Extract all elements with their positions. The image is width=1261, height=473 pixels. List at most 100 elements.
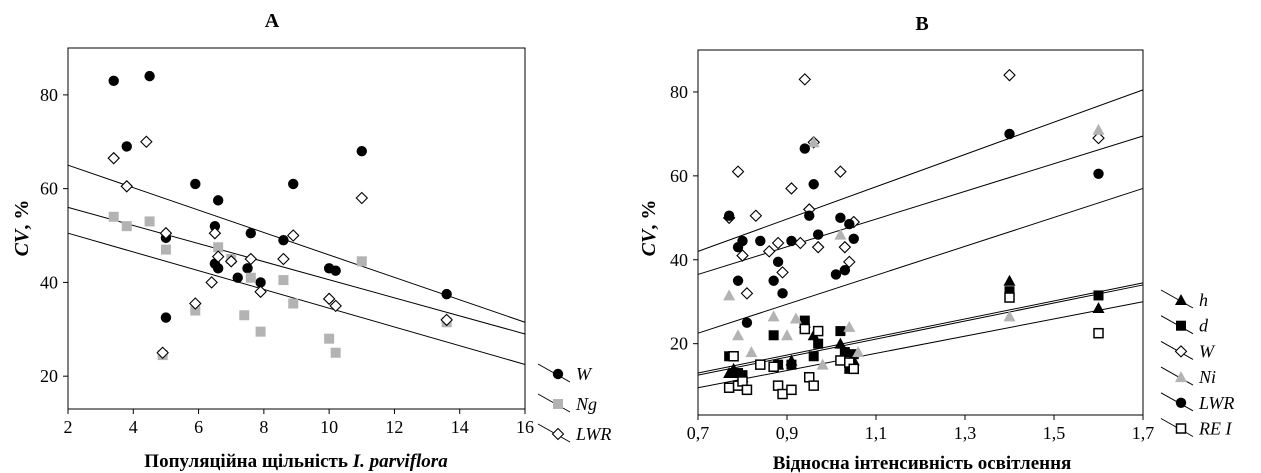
chart-b-xtick-label: 1,1 [865,423,888,443]
chart-a-legend-marker-lwr [551,427,565,441]
chart-b-point-ni [745,346,758,358]
chart-a-point-ng [144,216,155,227]
chart-a-plot-frame [67,47,526,410]
chart-a-xlabel-main: Популяційна щільність [144,451,352,472]
chart-b: B 0,7 0,9 1,1 1,3 1,5 1,7 20 40 60 80 CV, % Відн… [638,13,1234,473]
chart-b-plot-frame [697,49,1144,416]
chart-b-point-lwr [1093,168,1104,179]
chart-b-legend-marker-re-i [1175,423,1187,434]
chart-b-point-lwr [835,212,846,224]
chart-a-point-w [245,227,256,239]
chart-b-trend-line [697,282,1144,374]
chart-a-point-w [121,141,132,152]
chart-b-xtick-label: 0,9 [776,423,799,443]
chart-a-point-w [160,312,172,323]
chart-b-point-ni [834,228,847,240]
chart-b-xtick-label: 1,3 [954,423,977,443]
chart-a-point-lwr [355,191,369,205]
chart-a-point-lwr [322,292,336,306]
chart-a-ylabel: CV, % [11,200,33,257]
chart-b-point-lwr [777,288,788,299]
chart-b-xtick-label: 0,7 [687,423,710,443]
chart-b-point-w [1003,68,1016,82]
chart-a-point-w [288,178,299,190]
chart-a-point-w [108,75,119,87]
chart-b-point-lwr [839,265,851,276]
chart-a-point-lwr [211,250,225,263]
chart-b-point-re-i [835,355,846,366]
chart-a-point-lwr [189,297,202,310]
chart-b-trend-line [697,187,1144,334]
chart-a-point-w [330,265,341,276]
chart-a-xtick-label: 4 [129,417,138,437]
chart-b-point-lwr [848,233,859,244]
chart-a-point-w [212,263,224,274]
chart-b-point-w [736,249,749,262]
chart-a: A 2 4 6 8 10 12 14 16 20 40 60 80 CV, % Популяційн… [11,10,611,472]
chart-a-xtick-label: 2 [64,417,73,437]
chart-a-point-lwr [286,229,300,242]
chart-b-point-d [848,349,859,360]
chart-a-point-lwr [277,252,290,266]
chart-a-trend-line [67,206,526,335]
chart-b-ytick-label: 40 [670,250,688,270]
chart-a-point-ng [255,326,266,337]
chart-b-point-lwr [808,179,819,190]
chart-a-legend-label-lwr: LWR [575,424,611,444]
chart-a-xlabel: Популяційна щільність I. parviflora [144,451,448,472]
chart-b-point-w [811,240,825,254]
chart-b-point-w [834,165,847,178]
chart-b-point-d [1004,286,1015,297]
chart-b-point-lwr [755,235,766,247]
chart-b-title: B [915,13,928,35]
chart-a-ylabel-unit: , % [11,200,33,230]
chart-b-point-ni [1003,310,1016,322]
chart-b-point-ni [1092,123,1105,135]
chart-b-point-h [834,337,847,349]
chart-b-point-lwr [768,275,779,286]
chart-b-point-d [799,315,810,326]
chart-a-xtick-label: 12 [385,417,403,437]
chart-a-point-ng [278,275,289,286]
chart-b-point-ni [852,346,865,358]
chart-b-point-w [731,165,745,178]
chart-a-xtick-label: 6 [194,417,203,437]
chart-b-point-w [794,236,807,250]
chart-a-point-w [232,272,243,283]
chart-b-legend-label-lwr: LWR [1198,393,1234,413]
chart-b-point-lwr [799,143,810,154]
chart-b-point-re-i [1004,292,1015,303]
chart-b-point-w [749,209,763,222]
chart-a-point-ng [160,244,171,255]
chart-b-point-ni [732,329,745,341]
chart-b-point-ni [807,136,820,148]
chart-b-point-d [786,359,797,370]
chart-a-point-lwr [329,299,342,313]
chart-b-point-w [838,240,852,254]
chart-b-legend-marker-w [1174,345,1188,358]
chart-a-point-ng [330,347,341,358]
chart-b-point-re-i [808,380,819,391]
chart-a-point-lwr [159,226,173,240]
chart-a-legend-marker-w [552,368,564,380]
chart-b-point-lwr [830,269,842,280]
chart-a-ytick-label: 20 [40,366,58,386]
chart-b-point-lwr [804,210,815,221]
chart-b-trend-line [697,135,1144,275]
chart-b-point-d [808,351,819,362]
chart-a-point-w [144,70,155,82]
chart-b-ylabel: CV, % [638,200,660,257]
chart-b-point-re-i [812,325,824,337]
chart-a-point-w [209,220,221,232]
chart-b-point-ni [789,312,802,324]
chart-a-point-lwr [205,276,218,289]
chart-a-xlabel-species: I. parviflora [352,451,449,472]
chart-a-point-ng [356,256,367,267]
chart-b-legend-label-ni: Ni [1198,367,1216,387]
chart-b-point-w [776,266,789,279]
chart-b-point-d [1093,290,1104,301]
chart-a-xtick-label: 16 [516,417,534,437]
chart-b-point-re-i [768,361,779,373]
chart-a-xtick-label: 10 [320,417,338,437]
